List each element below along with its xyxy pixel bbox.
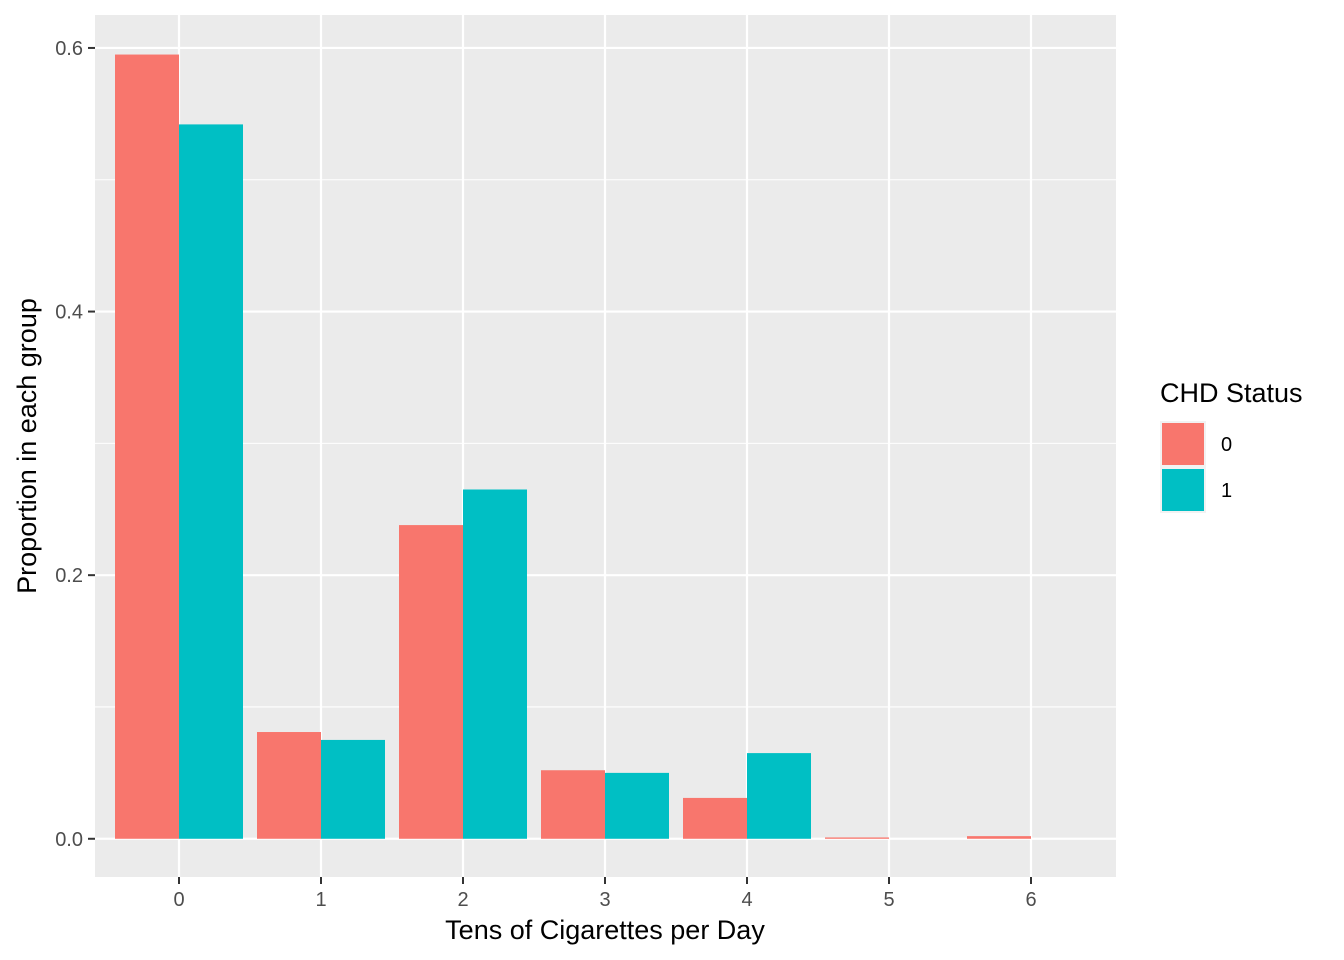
y-tick-label: 0.4 — [55, 302, 83, 324]
y-tick-label: 0.2 — [55, 565, 83, 587]
legend: CHD Status 0 1 — [1160, 378, 1303, 513]
bar — [463, 489, 527, 839]
x-tick-label: 1 — [315, 889, 326, 911]
bar — [967, 836, 1031, 839]
x-tick-label: 3 — [599, 889, 610, 911]
bars — [115, 54, 1031, 839]
x-tick-label: 0 — [173, 889, 184, 911]
legend-key — [1162, 423, 1204, 465]
y-tick-labels: 0.0 0.2 0.4 0.6 — [55, 38, 83, 851]
bar — [825, 837, 889, 839]
y-axis-title: Proportion in each group — [12, 298, 42, 594]
legend-title: CHD Status — [1160, 378, 1303, 408]
bar — [115, 54, 179, 839]
bar — [257, 732, 321, 839]
bar — [179, 124, 243, 839]
bar — [747, 753, 811, 839]
legend-label: 0 — [1221, 434, 1232, 456]
x-tick-labels: 0 1 2 3 4 5 6 — [173, 889, 1036, 911]
bar — [399, 525, 463, 839]
axis-ticks — [88, 46, 1032, 884]
bar — [605, 772, 669, 839]
legend-label: 1 — [1221, 480, 1232, 502]
x-tick-label: 5 — [883, 889, 894, 911]
y-tick-label: 0.0 — [55, 829, 83, 851]
bar — [541, 770, 605, 839]
x-axis-title: Tens of Cigarettes per Day — [445, 915, 765, 945]
legend-key — [1162, 469, 1204, 511]
y-tick-label: 0.6 — [55, 38, 83, 60]
x-tick-label: 6 — [1025, 889, 1036, 911]
bar — [321, 739, 385, 839]
bar — [683, 797, 747, 839]
x-tick-label: 4 — [741, 889, 752, 911]
x-tick-label: 2 — [457, 889, 468, 911]
